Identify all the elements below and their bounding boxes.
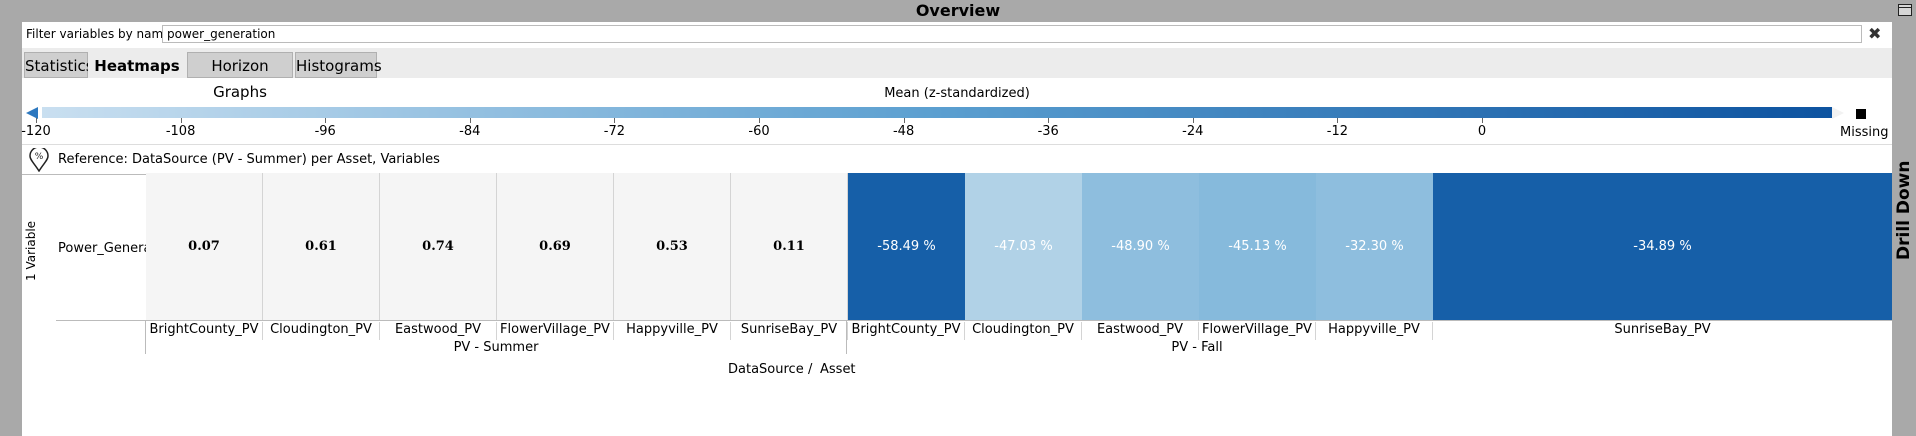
tab-histograms[interactable]: Histograms [295, 52, 382, 78]
colorbar-right-arrow-icon[interactable] [1832, 107, 1844, 119]
column-label: Cloudington_PV [263, 322, 380, 340]
axis-baseline [56, 320, 1892, 321]
column-label: FlowerVillage_PV [497, 322, 614, 340]
column-label: Eastwood_PV [1082, 322, 1199, 340]
window-title: Overview [0, 0, 1916, 22]
legend-tick-label: -36 [1037, 124, 1059, 139]
legend-tick-mark [903, 118, 905, 123]
legend-tick-mark [1048, 118, 1050, 123]
overview-panel: Filter variables by name: ✖ Statistics H… [21, 22, 1892, 436]
legend-title: Mean (z-standardized) [884, 86, 1030, 101]
reference-text: Reference: DataSource (PV - Summer) per … [58, 152, 440, 167]
heatmap-cell[interactable]: -34.89 % [1433, 173, 1892, 320]
tab-heatmaps[interactable]: Heatmaps [88, 52, 186, 78]
color-legend-bar [42, 107, 1832, 118]
legend-tick-mark [36, 118, 37, 123]
column-label: BrightCounty_PV [146, 322, 263, 340]
axis-left-divider [145, 320, 146, 354]
tab-statistics[interactable]: Statistics [24, 52, 94, 78]
reference-row: % Reference: DataSource (PV - Summer) pe… [22, 144, 1892, 175]
drill-down-panel[interactable]: Drill Down [1892, 22, 1916, 436]
legend-tick-mark [1192, 118, 1194, 123]
tab-horizon-graphs[interactable]: Horizon Graphs [187, 52, 293, 101]
group-divider [846, 320, 847, 354]
heatmap-cell[interactable]: -47.03 % [965, 173, 1082, 320]
column-label: Cloudington_PV [965, 322, 1082, 340]
close-icon[interactable]: ✖ [1868, 24, 1882, 43]
legend-tick-label: -120 [21, 124, 51, 139]
column-label: SunriseBay_PV [1614, 322, 1711, 337]
legend-tick-label: -12 [1326, 124, 1349, 139]
legend-tick-label: -108 [165, 124, 196, 139]
heatmap-cell[interactable]: -32.30 % [1316, 173, 1433, 320]
missing-swatch [1856, 109, 1866, 119]
filter-label: Filter variables by name: [26, 27, 175, 41]
legend-tick-label: 0 [1477, 124, 1487, 139]
heatmap-cell[interactable]: -48.90 % [1082, 173, 1199, 320]
filter-row: Filter variables by name: ✖ [22, 22, 1892, 48]
heatmap-cell[interactable]: 0.69 [497, 173, 614, 320]
legend-tick-mark [759, 118, 760, 123]
column-label: Eastwood_PV [380, 322, 497, 340]
footer-asset: Asset [820, 362, 856, 377]
group-label-fall: PV - Fall [1171, 340, 1223, 355]
legend-tick-mark [325, 118, 327, 123]
missing-label: Missing [1840, 125, 1889, 140]
group-label-summer: PV - Summer [453, 340, 539, 355]
legend-tick-mark [469, 118, 471, 123]
legend-tick-mark [1337, 118, 1339, 123]
footer-datasource: DataSource [728, 362, 804, 377]
legend-tick-mark [1482, 118, 1483, 123]
legend-tick-label: -72 [603, 124, 626, 139]
percent-pin-icon[interactable]: % [28, 148, 50, 172]
legend-tick-label: -84 [459, 124, 481, 139]
drill-down-label: Drill Down [1894, 160, 1914, 261]
legend-tick-mark [614, 118, 616, 123]
legend-tick-label: -60 [748, 124, 770, 139]
heatmap-cell[interactable]: -58.49 % [848, 173, 965, 320]
legend-tick-label: -48 [892, 124, 915, 139]
legend-tick-label: -96 [314, 124, 336, 139]
maximize-button[interactable] [1898, 4, 1912, 16]
column-label: Happyville_PV [614, 322, 731, 340]
heatmap-cell[interactable]: 0.11 [731, 173, 848, 320]
filter-input[interactable] [162, 25, 1862, 43]
heatmap-cell[interactable]: 0.74 [380, 173, 497, 320]
heatmap-cell[interactable]: 0.53 [614, 173, 731, 320]
column-label: Happyville_PV [1316, 322, 1433, 340]
column-label: SunriseBay_PV [731, 322, 848, 340]
svg-text:%: % [35, 152, 44, 162]
legend-tick-mark [180, 118, 182, 123]
column-label: FlowerVillage_PV [1199, 322, 1316, 340]
footer-separator: / [808, 362, 813, 377]
tab-bar: Statistics Heatmaps Horizon Graphs Histo… [22, 48, 1892, 101]
heatmap-cell[interactable]: 0.07 [146, 173, 263, 320]
y-axis-label: 1 Variable [24, 220, 38, 281]
heatmap-cell[interactable]: 0.61 [263, 173, 380, 320]
column-label: BrightCounty_PV [848, 322, 965, 340]
heatmap-cell[interactable]: -45.13 % [1199, 173, 1316, 320]
legend-tick-label: -24 [1182, 124, 1204, 139]
colorbar-left-arrow-icon[interactable] [26, 107, 38, 119]
